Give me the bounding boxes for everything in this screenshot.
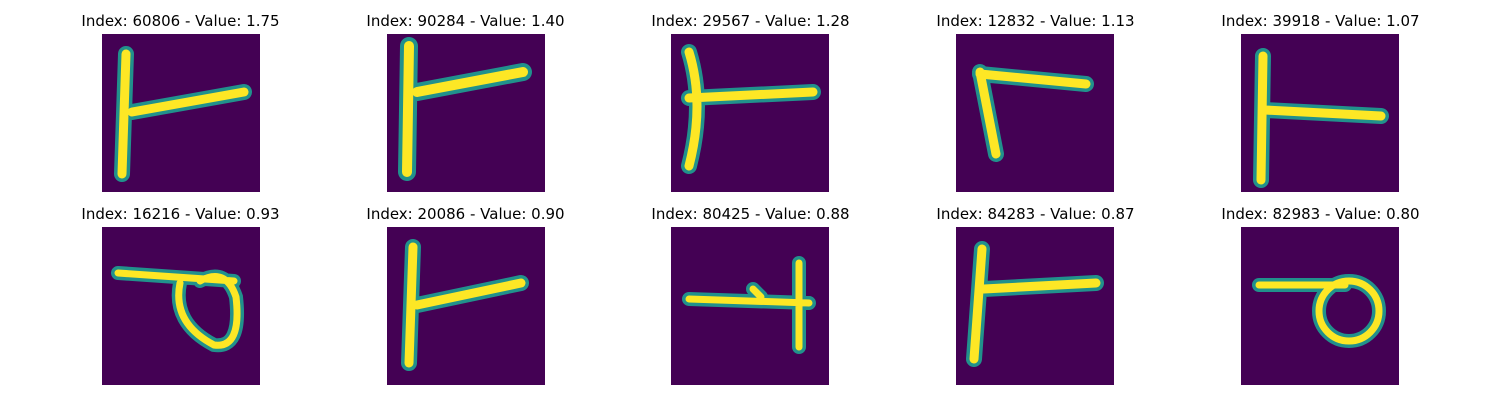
panel-title: Index: 16216 - Value: 0.93: [81, 205, 280, 223]
digit-image: [1241, 227, 1399, 385]
digit-image: [387, 227, 545, 385]
digit-image: [956, 34, 1114, 192]
digit-image: [102, 227, 260, 385]
digit-image: [671, 34, 829, 192]
panel-6: Index: 16216 - Value: 0.93: [38, 193, 323, 385]
panel-5: Index: 39918 - Value: 1.07: [1178, 0, 1463, 192]
panel-title: Index: 82983 - Value: 0.80: [1221, 205, 1420, 223]
digit-image: [671, 227, 829, 385]
panel-9: Index: 84283 - Value: 0.87: [893, 193, 1178, 385]
panel-3: Index: 29567 - Value: 1.28: [608, 0, 893, 192]
digit-image: [1241, 34, 1399, 192]
panel-2: Index: 90284 - Value: 1.40: [323, 0, 608, 192]
panel-title: Index: 80425 - Value: 0.88: [651, 205, 850, 223]
panel-title: Index: 60806 - Value: 1.75: [81, 12, 280, 30]
panel-title: Index: 90284 - Value: 1.40: [366, 12, 565, 30]
digit-image: [387, 34, 545, 192]
digit-image: [956, 227, 1114, 385]
digit-image: [102, 34, 260, 192]
panel-title: Index: 12832 - Value: 1.13: [936, 12, 1135, 30]
panel-4: Index: 12832 - Value: 1.13: [893, 0, 1178, 192]
panel-8: Index: 80425 - Value: 0.88: [608, 193, 893, 385]
panel-1: Index: 60806 - Value: 1.75: [38, 0, 323, 192]
panel-7: Index: 20086 - Value: 0.90: [323, 193, 608, 385]
panel-title: Index: 84283 - Value: 0.87: [936, 205, 1135, 223]
panel-title: Index: 29567 - Value: 1.28: [651, 12, 850, 30]
panel-title: Index: 20086 - Value: 0.90: [366, 205, 565, 223]
panel-title: Index: 39918 - Value: 1.07: [1221, 12, 1420, 30]
panel-10: Index: 82983 - Value: 0.80: [1178, 193, 1463, 385]
